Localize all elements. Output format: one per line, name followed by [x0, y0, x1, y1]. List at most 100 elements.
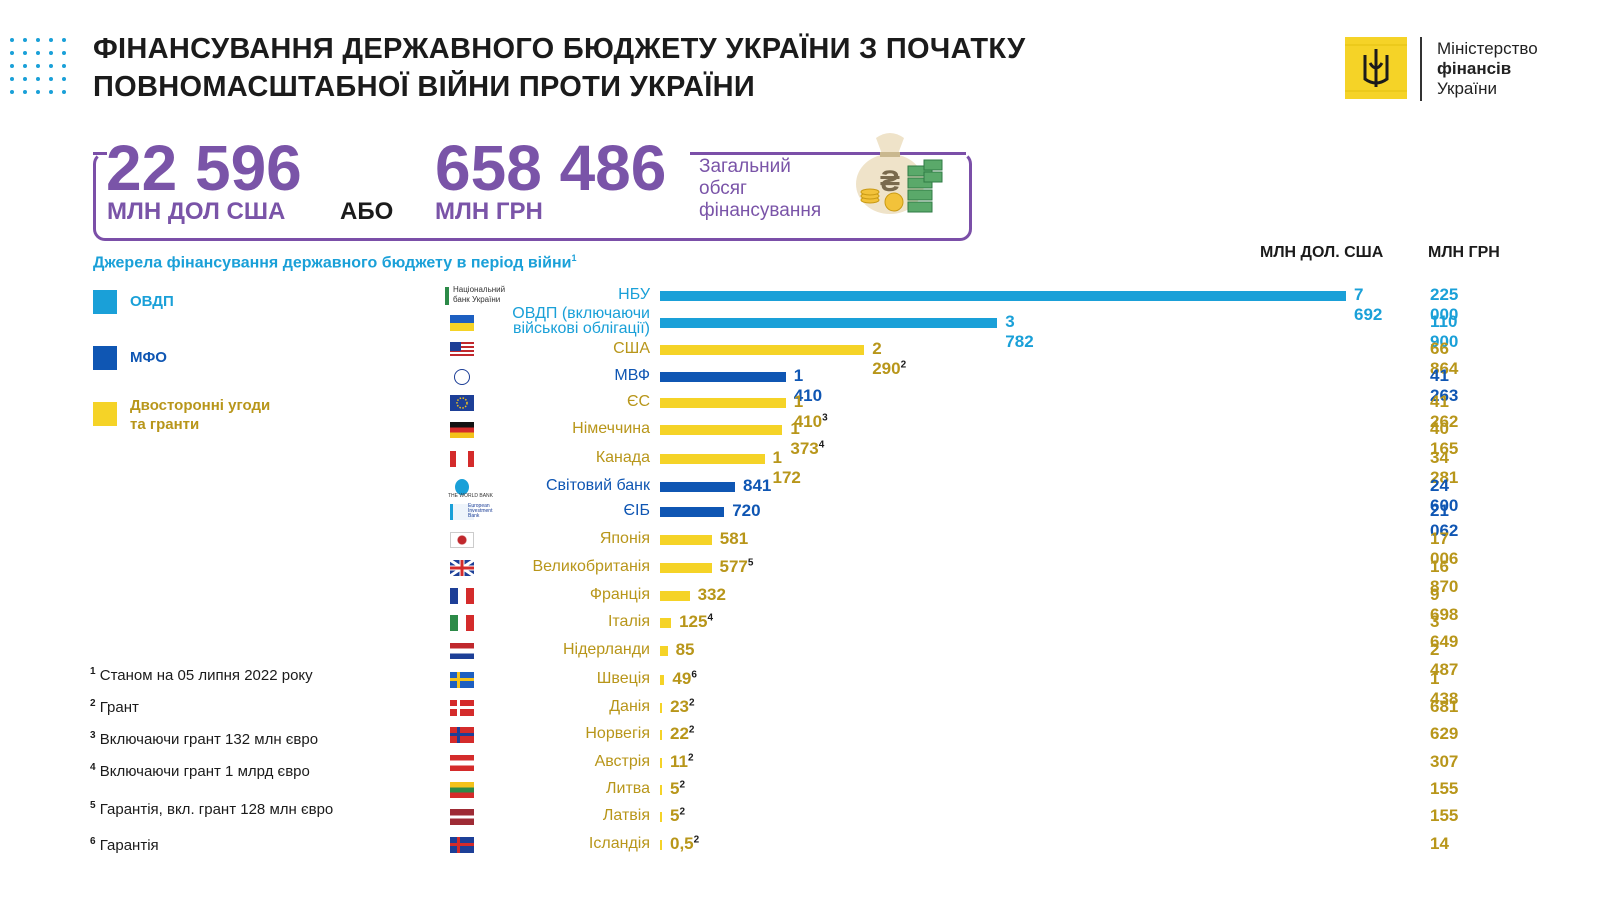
value-text: 85: [675, 640, 695, 659]
bar: [660, 785, 662, 795]
value-label: 720: [732, 501, 760, 521]
value-label: 5775: [720, 557, 754, 577]
bar: [660, 840, 662, 850]
footnote-5: 5 Гарантія, вкл. грант 128 млн євро: [90, 800, 333, 818]
uah-value: 40 165: [1430, 419, 1459, 458]
value-footnote-mark: 2: [688, 724, 695, 736]
value-text: 720: [732, 501, 761, 520]
uk-flag: [449, 558, 475, 578]
legend-item-bilateral: Двосторонні угоди та гранти: [93, 397, 270, 433]
value-label: 1 4103: [794, 392, 828, 432]
value-label: 1254: [679, 612, 713, 632]
chart-subtitle: Джерела фінансування державного бюджету …: [93, 253, 576, 272]
value-footnote-mark: 5: [747, 557, 754, 569]
total-label-line-2: обсяг: [699, 178, 747, 199]
bar: [660, 454, 765, 464]
bar: [660, 563, 712, 573]
uah-value: 1 438: [1430, 669, 1459, 708]
norway-flag: [450, 727, 474, 743]
value-label: 3 782: [1005, 312, 1033, 352]
total-label-line-3: фінансування: [699, 200, 822, 221]
logo-line-2: фінансів: [1437, 59, 1512, 78]
row-label: Канада: [595, 449, 650, 466]
value-label: 332: [698, 585, 726, 605]
bar: [660, 507, 725, 517]
footnote-mark: 6: [90, 836, 96, 847]
frame-edge: [93, 152, 107, 155]
uah-value: 681: [1430, 697, 1459, 716]
legend-swatch: [93, 402, 117, 426]
row-label: НБУ: [618, 286, 650, 303]
value-text: 5: [670, 806, 680, 825]
row-label: ЄІБ: [623, 502, 650, 519]
italy-flag: [450, 615, 474, 631]
footnote-3: 3 Включаючи грант 132 млн євро: [90, 730, 318, 748]
value-label: 0,52: [670, 834, 699, 854]
bar: [660, 372, 786, 382]
usa-flag: [450, 342, 474, 358]
uah-value: 66 864: [1430, 339, 1459, 378]
legend-item-mfo: МФО: [93, 346, 167, 370]
france-flag: [450, 588, 474, 604]
eu-flag: [450, 395, 474, 411]
value-text: 577: [719, 557, 748, 576]
page-title: ФІНАНСУВАННЯ ДЕРЖАВНОГО БЮДЖЕТУ УКРАЇНИ …: [93, 30, 1213, 106]
value-label: 496: [672, 669, 696, 689]
bar: [660, 618, 672, 628]
ministry-logo: Міністерство фінансів України: [1345, 37, 1565, 101]
bar: [660, 730, 662, 740]
bar: [660, 318, 998, 328]
uah-value: 2 487: [1430, 640, 1459, 679]
bar: [660, 425, 783, 435]
value-label: 7 692: [1354, 285, 1382, 325]
row-label: Данія: [609, 698, 650, 715]
value-text: 0,5: [670, 834, 694, 853]
value-label: 232: [670, 697, 694, 717]
bar: [660, 591, 690, 601]
bar: [660, 703, 663, 713]
legend-label: Двосторонні угоди та гранти: [130, 396, 330, 434]
total-uah-unit: МЛН ГРН: [435, 198, 543, 225]
austria-flag: [450, 755, 474, 771]
footnote-1: 1 Станом на 05 липня 2022 року: [90, 666, 313, 684]
row-label: Норвегія: [585, 725, 650, 742]
row-label-line-1: ОВДП (включаючи: [512, 305, 650, 322]
svg-text:₴: ₴: [880, 165, 900, 198]
logo-divider: [1420, 37, 1422, 101]
value-footnote-mark: 2: [679, 806, 686, 818]
logo-line-3: України: [1437, 79, 1497, 98]
uah-value: 307: [1430, 752, 1459, 771]
value-label: 2 2902: [872, 339, 906, 379]
value-label: 841: [743, 476, 771, 496]
row-label: Італія: [607, 613, 650, 630]
value-text: 332: [697, 585, 726, 604]
value-footnote-mark: 2: [679, 779, 686, 791]
value-label: 581: [720, 529, 748, 549]
value-footnote-mark: 4: [707, 612, 714, 624]
footnote-mark: 4: [90, 762, 96, 773]
row-label: Німеччина: [572, 420, 650, 437]
latvia-flag: [450, 809, 474, 825]
uah-value: 14: [1430, 834, 1449, 853]
value-footnote-mark: 4: [818, 439, 825, 451]
value-footnote-mark: 2: [687, 752, 694, 764]
uah-value: 21 062: [1430, 501, 1459, 540]
legend-label-line-2: та гранти: [130, 416, 200, 433]
row-label: ЄС: [626, 393, 650, 410]
value-text: 125: [679, 612, 708, 631]
uah-value: 155: [1430, 806, 1459, 825]
eib-logo-text: European Investment Bank: [468, 503, 493, 519]
total-connector: АБО: [340, 198, 394, 225]
total-usd-value: 22 596: [106, 132, 302, 204]
legend-item-ovdp: ОВДП: [93, 290, 174, 314]
value-text: 5: [670, 779, 680, 798]
footnote-2: 2 Грант: [90, 698, 139, 716]
value-text: 2 290: [872, 339, 901, 378]
value-text: 11: [670, 752, 688, 771]
world-bank-logo-text: THE WORLD BANK: [448, 493, 494, 499]
total-label: Загальний обсяг фінансування: [699, 156, 849, 222]
footnote-text: Гарантія: [99, 837, 159, 854]
bar: [660, 345, 865, 355]
value-label: 85: [676, 640, 695, 660]
value-footnote-mark: 2: [900, 359, 907, 371]
